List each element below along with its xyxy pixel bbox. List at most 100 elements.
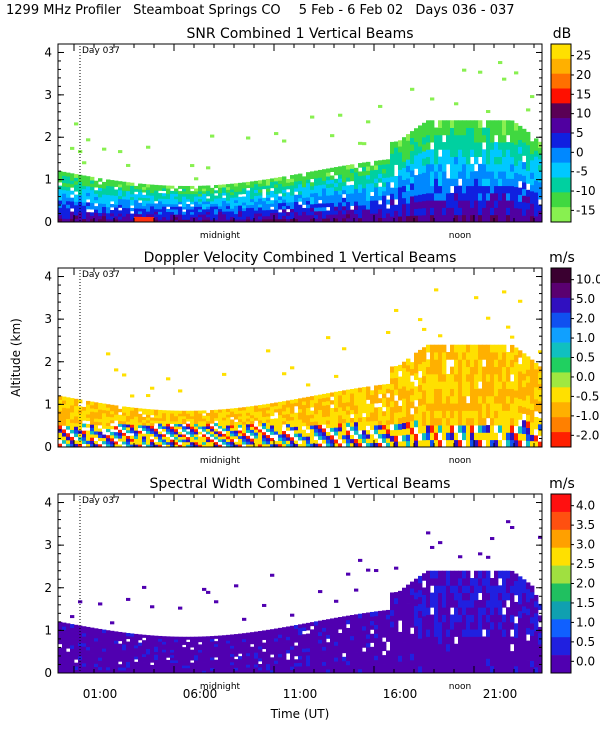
- heatmap-cell: [170, 644, 175, 648]
- heatmap-cell: [346, 401, 351, 407]
- heatmap-cell: [218, 651, 223, 655]
- heatmap-cell: [182, 660, 187, 664]
- heatmap-cell: [450, 425, 455, 433]
- heatmap-cell: [106, 428, 111, 433]
- heatmap-cell: [170, 203, 175, 207]
- heatmap-cell: [346, 209, 351, 215]
- heatmap-cell: [378, 104, 383, 108]
- heatmap-cell: [114, 438, 119, 442]
- heatmap-cell: [474, 185, 479, 194]
- heatmap-cell: [458, 621, 463, 630]
- heatmap-cell: [282, 633, 287, 638]
- heatmap-cell: [450, 200, 455, 208]
- heatmap-cell: [514, 383, 519, 391]
- heatmap-cell: [522, 195, 527, 203]
- heatmap-cell: [230, 436, 235, 440]
- heatmap-cell: [410, 362, 415, 370]
- heatmap-cell: [534, 368, 539, 376]
- heatmap-cell: [530, 359, 535, 367]
- heatmap-cell: [438, 592, 443, 601]
- heatmap-cell: [326, 661, 331, 666]
- heatmap-cell: [322, 428, 327, 433]
- heatmap-cell: [198, 428, 203, 432]
- heatmap-cell: [358, 205, 363, 210]
- heatmap-cell: [322, 435, 327, 440]
- heatmap-cell: [186, 644, 191, 648]
- heatmap-cell: [522, 373, 527, 381]
- heatmap-cell: [150, 184, 155, 188]
- heatmap-cell: [362, 166, 367, 172]
- heatmap-cell: [454, 388, 459, 397]
- heatmap-cell: [106, 422, 111, 427]
- heatmap-cell: [310, 207, 315, 212]
- heatmap-cell: [470, 395, 475, 404]
- heatmap-cell: [442, 120, 447, 128]
- heatmap-cell: [142, 208, 147, 212]
- heatmap-cell: [334, 170, 339, 176]
- heatmap-cell: [478, 70, 483, 74]
- heatmap-cell: [342, 217, 347, 223]
- heatmap-cell: [482, 214, 487, 223]
- heatmap-cell: [218, 414, 223, 418]
- heatmap-cell: [438, 207, 443, 216]
- heatmap-cell: [450, 395, 455, 404]
- heatmap-cell: [446, 207, 451, 216]
- heatmap-cell: [162, 420, 167, 424]
- heatmap-cell: [414, 440, 419, 448]
- heatmap-cell: [194, 444, 199, 448]
- heatmap-cell: [282, 372, 287, 376]
- heatmap-cell: [106, 413, 111, 417]
- heatmap-cell: [354, 442, 359, 448]
- heatmap-cell: [162, 636, 167, 640]
- heatmap-cell: [314, 214, 319, 219]
- heatmap-cell: [318, 631, 323, 636]
- heatmap-cell: [314, 170, 319, 175]
- heatmap-cell: [114, 637, 119, 641]
- heatmap-cell: [506, 432, 511, 441]
- heatmap-cell: [154, 441, 159, 445]
- heatmap-cell: [62, 637, 67, 641]
- heatmap-cell: [458, 607, 463, 615]
- heatmap-cell: [330, 194, 335, 200]
- heatmap-cell: [426, 142, 431, 150]
- heatmap-cell: [158, 441, 163, 445]
- heatmap-cell: [322, 206, 327, 212]
- heatmap-cell: [442, 403, 447, 411]
- heatmap-cell: [398, 661, 403, 668]
- heatmap-cell: [226, 433, 231, 437]
- heatmap-cell: [522, 433, 527, 441]
- heatmap-cell: [62, 629, 67, 634]
- heatmap-cell: [94, 634, 99, 639]
- heatmap-cell: [378, 186, 383, 192]
- heatmap-cell: [226, 422, 231, 426]
- heatmap-cell: [70, 204, 75, 209]
- heatmap-cell: [338, 170, 343, 175]
- heatmap-cell: [386, 442, 391, 448]
- heatmap-cell: [126, 204, 131, 209]
- heatmap-cell: [446, 127, 451, 136]
- heatmap-cell: [426, 388, 431, 397]
- heatmap-cell: [270, 421, 275, 426]
- heatmap-cell: [462, 403, 467, 411]
- heatmap-cell: [290, 629, 295, 633]
- heatmap-cell: [426, 531, 431, 535]
- heatmap-cell: [98, 443, 103, 448]
- heatmap-cell: [514, 347, 519, 356]
- heatmap-cell: [118, 435, 123, 439]
- heatmap-cell: [418, 201, 423, 209]
- heatmap-cell: [146, 145, 151, 149]
- heatmap-cell: [530, 147, 535, 155]
- heatmap-cell: [302, 439, 307, 444]
- heatmap-cell: [154, 190, 159, 194]
- heatmap-cell: [474, 403, 479, 411]
- heatmap-cell: [266, 197, 271, 201]
- heatmap-cell: [182, 196, 187, 200]
- heatmap-cell: [86, 192, 91, 197]
- heatmap-cell: [122, 196, 127, 200]
- heatmap-cell: [454, 607, 459, 615]
- heatmap-cell: [222, 417, 227, 421]
- heatmap-cell: [358, 656, 363, 661]
- heatmap-cell: [458, 373, 463, 382]
- heatmap-cell: [210, 195, 215, 199]
- heatmap-cell: [506, 366, 511, 375]
